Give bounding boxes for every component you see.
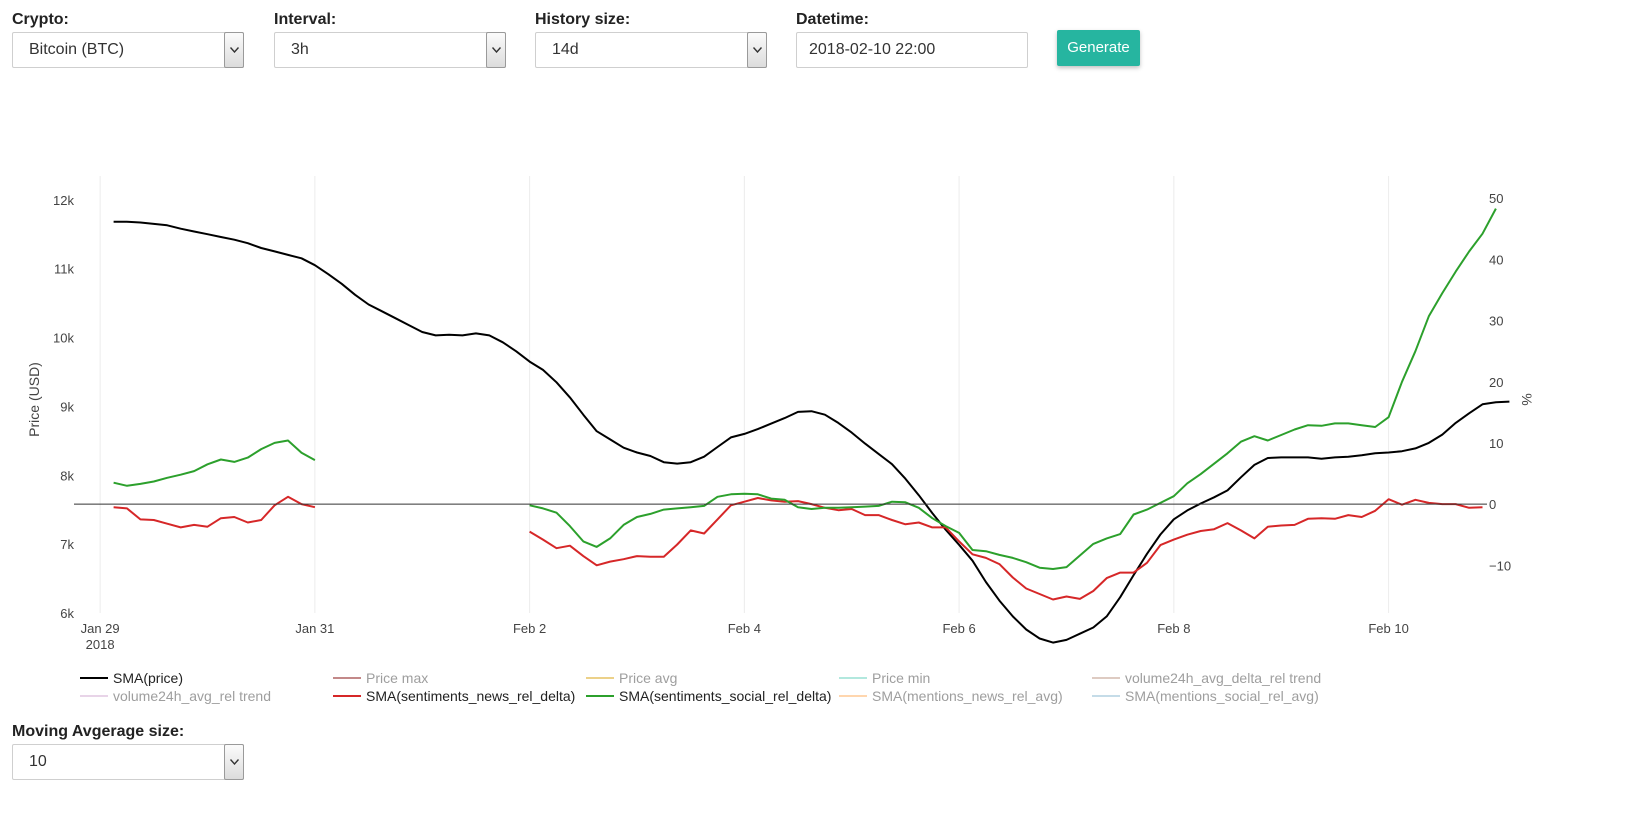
history-label: History size: (535, 11, 631, 28)
interval-field: Interval: 3h (274, 10, 506, 68)
series-layer (113, 208, 1510, 644)
legend-label: SMA(sentiments_news_rel_delta) (366, 688, 576, 704)
legend-swatch (80, 677, 108, 679)
legend-swatch (586, 695, 614, 697)
moving-average-select-value: 10 (29, 753, 47, 770)
chevron-down-icon[interactable] (224, 32, 244, 68)
moving-average-field: Moving Avgerage size: 10 (12, 722, 244, 780)
crypto-select[interactable]: Bitcoin (BTC) (12, 32, 244, 68)
legend-label: Price min (872, 670, 931, 686)
legend-swatch (1092, 695, 1120, 697)
series-line-sma-price (113, 220, 1510, 644)
y-tick-label: 11k (54, 262, 74, 277)
y2-axis-title: % (1519, 393, 1535, 405)
y2-tick-label: 20 (1489, 375, 1503, 390)
x-tick-label: Feb 6 (942, 621, 975, 636)
y-tick-label: 7k (60, 537, 74, 552)
crypto-label: Crypto: (12, 11, 69, 28)
y2-tick-label: 50 (1489, 191, 1503, 206)
chevron-down-icon[interactable] (486, 32, 506, 68)
interval-select-value: 3h (291, 41, 309, 58)
history-select[interactable]: 14d (535, 32, 767, 68)
legend-label: SMA(price) (113, 670, 184, 686)
x-tick-label: Feb 2 (513, 621, 546, 636)
grid-lines (99, 176, 1390, 613)
y2-tick-label: 10 (1489, 436, 1503, 451)
history-field: History size: 14d (535, 10, 767, 68)
legend-swatch (839, 695, 867, 697)
interval-select[interactable]: 3h (274, 32, 506, 68)
moving-average-select[interactable]: 10 (12, 744, 244, 780)
legend-swatch (839, 677, 867, 679)
y2-tick-label: −10 (1489, 558, 1511, 573)
y-tick-label: 9k (60, 399, 74, 414)
legend-label: SMA(mentions_news_rel_avg) (872, 688, 1063, 704)
chevron-down-icon[interactable] (747, 32, 767, 68)
x-tick-label: Jan 31 (295, 621, 334, 636)
series-line-sma-sentiments-news-rel-delta (113, 495, 316, 529)
x-tick-sublabel: 2018 (86, 637, 115, 652)
y2-tick-label: 30 (1489, 314, 1503, 329)
series-line-sma-sentiments-social-rel-delta (529, 208, 1497, 570)
x-tick-label: Jan 29 (81, 621, 120, 636)
y-tick-label: 10k (53, 331, 74, 346)
legend-swatch (1092, 677, 1120, 679)
y-tick-label: 6k (60, 606, 74, 621)
y2-tick-label: 40 (1489, 252, 1503, 267)
legend-swatch (333, 695, 361, 697)
y-tick-label: 8k (60, 468, 74, 483)
y-tick-label: 12k (53, 193, 74, 208)
legend-label: SMA(sentiments_social_rel_delta) (619, 688, 832, 704)
legend-swatch (80, 695, 108, 697)
interval-label: Interval: (274, 11, 337, 28)
legend-label: Price max (366, 670, 429, 686)
x-tick-label: Feb 4 (728, 621, 761, 636)
legend-label: volume24h_avg_delta_rel trend (1125, 670, 1322, 686)
y-axis-title: Price (USD) (26, 362, 42, 437)
generate-button[interactable]: Generate (1057, 30, 1140, 66)
series-line-sma-sentiments-social-rel-delta (113, 439, 316, 487)
legend-swatch (333, 677, 361, 679)
legend-label: Price avg (619, 670, 678, 686)
y2-tick-label: 0 (1489, 497, 1496, 512)
x-tick-label: Feb 10 (1368, 621, 1408, 636)
history-select-value: 14d (552, 41, 579, 58)
x-tick-label: Feb 8 (1157, 621, 1190, 636)
datetime-input[interactable]: 2018-02-10 22:00 (796, 32, 1028, 68)
crypto-field: Crypto: Bitcoin (BTC) (12, 10, 244, 68)
legend-label: SMA(mentions_social_rel_avg) (1125, 688, 1319, 704)
legend-label: volume24h_avg_rel trend (113, 688, 271, 704)
series-line-sma-sentiments-news-rel-delta (529, 497, 1483, 601)
datetime-field: Datetime: 2018-02-10 22:00 (796, 10, 1028, 68)
moving-average-label: Moving Avgerage size: (12, 723, 185, 740)
crypto-select-value: Bitcoin (BTC) (29, 41, 125, 58)
chevron-down-icon[interactable] (224, 744, 244, 780)
legend-swatch (586, 677, 614, 679)
datetime-label: Datetime: (796, 11, 869, 28)
